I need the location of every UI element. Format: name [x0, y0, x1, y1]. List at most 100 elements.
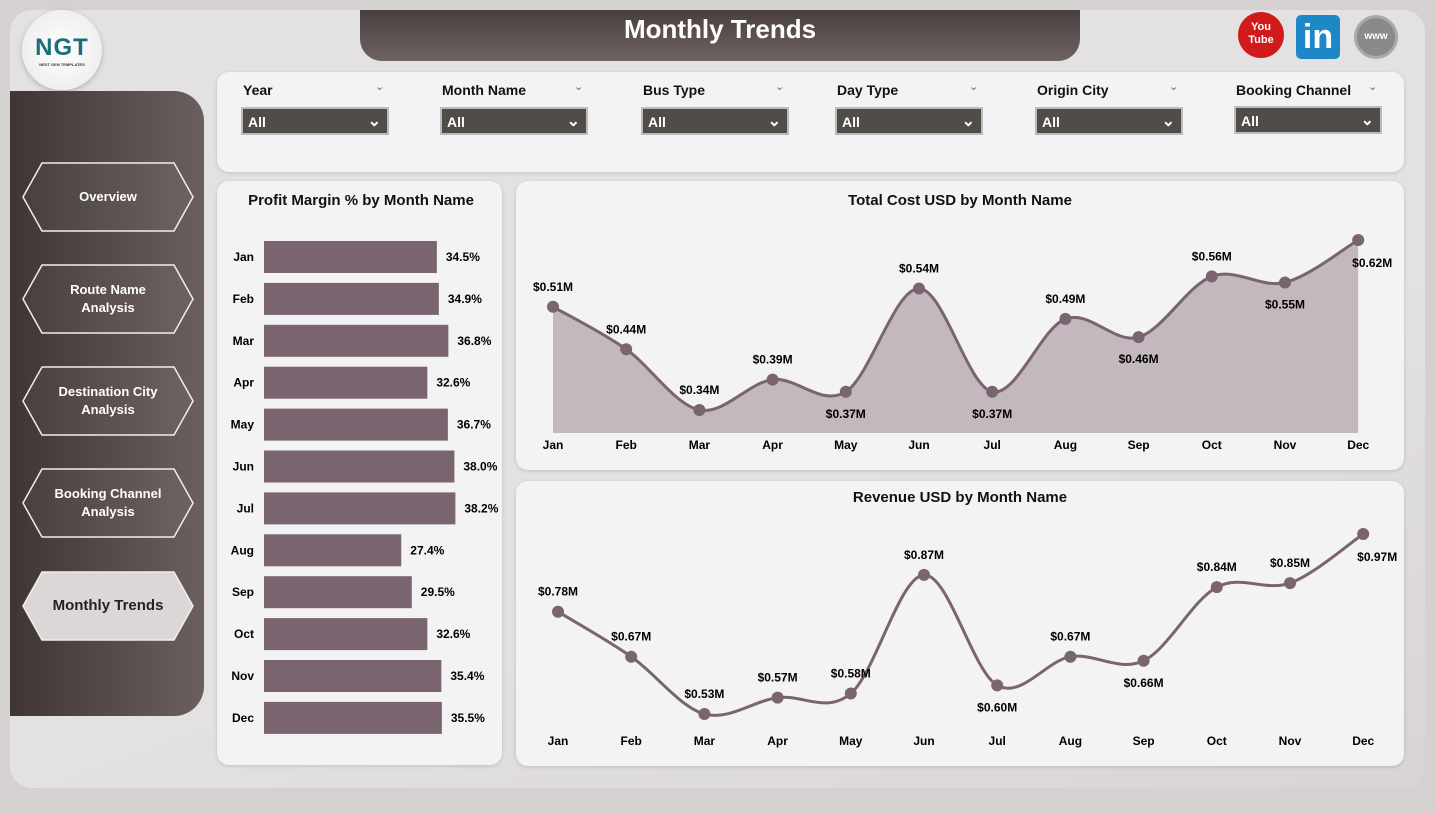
bar-jun[interactable] [264, 450, 455, 483]
data-point-nov[interactable] [1279, 276, 1291, 289]
bar-category-label: Nov [231, 669, 254, 683]
chevron-down-icon[interactable]: ⌄ [375, 81, 385, 93]
data-point-jan[interactable] [547, 300, 559, 313]
bar-data-label: 35.4% [450, 669, 484, 683]
data-point-nov[interactable] [1284, 577, 1296, 590]
nav-booking-channel-analysis[interactable]: Booking Channel Analysis [22, 468, 194, 538]
chevron-down-icon[interactable]: ⌄ [775, 81, 785, 93]
data-point-mar[interactable] [693, 403, 706, 416]
bar-data-label: 38.2% [464, 501, 498, 515]
x-axis-tick-label: Dec [1347, 438, 1369, 452]
data-point-aug[interactable] [1059, 312, 1072, 325]
x-axis-tick-label: Nov [1279, 734, 1302, 748]
linkedin-label: in [1302, 18, 1334, 56]
booking-channel-dropdown[interactable]: All ⌄ [1234, 106, 1382, 134]
nav-label: Monthly Trends [52, 597, 164, 614]
hexagon-shape [22, 162, 194, 232]
youtube-icon[interactable]: You Tube [1238, 12, 1284, 58]
data-point-may[interactable] [839, 385, 852, 398]
nav-label: Booking Channel Analysis [54, 486, 162, 519]
bar-category-label: Feb [233, 292, 254, 306]
data-point-apr[interactable] [771, 691, 784, 704]
page-title: Monthly Trends [360, 10, 1080, 61]
nav-overview[interactable]: Overview [22, 162, 194, 232]
data-point-aug[interactable] [1064, 650, 1077, 663]
bar-data-label: 38.0% [463, 460, 497, 474]
day-type-dropdown[interactable]: All ⌄ [835, 107, 983, 135]
year-dropdown[interactable]: All ⌄ [241, 107, 389, 135]
dropdown-value: All [842, 114, 860, 130]
data-label: $0.37M [826, 407, 866, 421]
bar-category-label: May [231, 418, 255, 432]
dropdown-value: All [648, 114, 666, 130]
bar-category-label: Jul [237, 501, 254, 515]
data-label: $0.67M [611, 630, 651, 644]
bar-category-label: Sep [232, 585, 254, 599]
data-point-oct[interactable] [1210, 581, 1223, 594]
bar-data-label: 36.8% [457, 334, 491, 348]
bar-jan[interactable] [264, 241, 437, 273]
bar-data-label: 27.4% [410, 543, 444, 557]
booking-channel-filter-label: Booking Channel [1236, 82, 1352, 98]
data-point-jul[interactable] [991, 679, 1004, 692]
nav-monthly-trends[interactable]: Monthly Trends [22, 571, 194, 641]
nav-label: Route Name Analysis [70, 282, 146, 315]
profit-margin-title: Profit Margin % by Month Name [248, 192, 474, 209]
nav-destination-city-analysis[interactable]: Destination City Analysis [22, 366, 194, 436]
bar-mar[interactable] [264, 324, 449, 357]
x-axis-tick-label: Feb [616, 438, 637, 452]
bar-oct[interactable] [264, 618, 428, 651]
data-point-jul[interactable] [986, 385, 999, 398]
bar-aug[interactable] [264, 534, 402, 567]
data-point-sep[interactable] [1132, 331, 1145, 344]
data-point-feb[interactable] [625, 650, 638, 663]
website-globe-icon[interactable]: www [1354, 15, 1398, 59]
data-label: $0.49M [1045, 292, 1085, 306]
data-point-jun[interactable] [918, 568, 930, 581]
bar-data-label: 34.9% [448, 292, 482, 306]
bar-jul[interactable] [264, 492, 456, 525]
x-axis-tick-label: Aug [1054, 438, 1077, 452]
x-axis-tick-label: Apr [767, 734, 788, 748]
nav-route-name-analysis[interactable]: Route Name Analysis [22, 264, 194, 334]
bar-nov[interactable] [264, 660, 442, 692]
linkedin-icon[interactable]: in [1296, 15, 1340, 59]
chevron-down-icon[interactable]: ⌄ [1368, 81, 1378, 93]
bar-apr[interactable] [264, 366, 428, 399]
data-point-jun[interactable] [913, 282, 925, 295]
total-cost-title: Total Cost USD by Month Name [848, 192, 1072, 209]
bar-may[interactable] [264, 408, 448, 441]
chevron-down-icon[interactable]: ⌄ [574, 81, 584, 93]
chevron-down-icon[interactable]: ⌄ [969, 81, 979, 93]
data-point-feb[interactable] [620, 343, 633, 356]
data-point-apr[interactable] [766, 373, 779, 386]
x-axis-tick-label: Nov [1274, 438, 1297, 452]
data-point-oct[interactable] [1205, 270, 1218, 283]
data-label: $0.54M [899, 262, 939, 276]
data-point-jan[interactable] [552, 605, 564, 618]
x-axis-tick-label: Mar [689, 438, 711, 452]
data-label: $0.97M [1357, 550, 1397, 564]
logo-text: NGT [35, 34, 89, 61]
month-name-dropdown[interactable]: All ⌄ [440, 107, 588, 135]
data-point-may[interactable] [844, 687, 857, 700]
bar-category-label: Apr [233, 376, 254, 390]
data-point-mar[interactable] [698, 707, 711, 720]
bar-category-label: Mar [233, 334, 255, 348]
bar-feb[interactable] [264, 282, 439, 315]
chevron-down-icon[interactable]: ⌄ [1169, 81, 1179, 93]
origin-city-dropdown[interactable]: All ⌄ [1035, 107, 1183, 135]
bar-sep[interactable] [264, 576, 412, 609]
data-point-sep[interactable] [1137, 654, 1150, 667]
x-axis-tick-label: Jun [908, 438, 929, 452]
chevron-down-icon: ⌄ [367, 113, 381, 130]
bar-dec[interactable] [264, 701, 442, 734]
x-axis-tick-label: Mar [694, 734, 716, 748]
bus-type-dropdown[interactable]: All ⌄ [641, 107, 789, 135]
year-filter-label: Year [243, 82, 273, 98]
x-axis-tick-label: Oct [1202, 438, 1222, 452]
data-point-dec[interactable] [1352, 234, 1365, 246]
data-point-dec[interactable] [1357, 528, 1370, 540]
